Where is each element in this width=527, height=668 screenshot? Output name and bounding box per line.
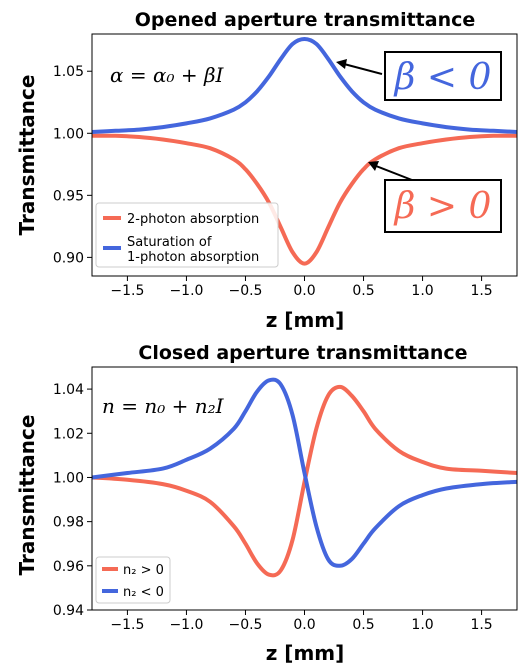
legend-label-saturation-line1: Saturation of — [127, 235, 212, 250]
beta-positive-arrowhead — [368, 161, 379, 171]
x-tick-label: −1.5 — [110, 617, 144, 633]
closed-aperture-equation: n = n₀ + n₂I — [102, 394, 225, 418]
beta-positive-arrow — [375, 165, 413, 181]
y-tick-label: 1.02 — [53, 426, 84, 442]
opened-aperture-xlabel: z [mm] — [266, 308, 345, 332]
x-tick-label: 1.0 — [411, 283, 433, 299]
opened-aperture-ylabel: Transmittance — [15, 75, 39, 236]
legend-label-n2-positive: n₂ > 0 — [123, 563, 164, 578]
x-tick-label: 0.5 — [352, 617, 374, 633]
opened-aperture-panel: Opened aperture transmittance −1.5 −1.0 −0… — [15, 9, 518, 332]
beta-negative-box — [384, 51, 502, 101]
y-tick-label: 1.00 — [53, 126, 84, 142]
y-tick-label: 0.90 — [53, 250, 84, 266]
x-tick-label: 1.5 — [470, 617, 492, 633]
y-tick-label: 1.05 — [53, 64, 84, 80]
y-tick-label: 0.95 — [53, 188, 84, 204]
closed-aperture-title: Closed aperture transmittance — [138, 342, 467, 364]
closed-aperture-panel: Closed aperture transmittance −1.5 −1.0 −0… — [15, 342, 518, 665]
x-tick-label: 1.0 — [411, 617, 433, 633]
two-photon-curve — [91, 133, 518, 266]
x-tick-label: 1.5 — [470, 283, 492, 299]
beta-negative-arrow — [343, 63, 383, 75]
legend-label-saturation-line2: 1-photon absorption — [127, 250, 259, 265]
opened-aperture-title: Opened aperture transmittance — [135, 9, 476, 31]
n2-negative-curve — [91, 377, 518, 568]
x-tick-label: −0.5 — [228, 283, 262, 299]
legend-label-two-photon: 2-photon absorption — [127, 212, 259, 227]
x-tick-label: −0.5 — [228, 617, 262, 633]
x-tick-label: 0.0 — [293, 617, 315, 633]
x-tick-label: 0.5 — [352, 283, 374, 299]
saturation-curve — [91, 37, 518, 134]
closed-aperture-legend: n₂ > 0 n₂ < 0 — [95, 556, 171, 604]
y-tick-label: 0.98 — [53, 515, 84, 531]
beta-positive-box — [384, 179, 502, 233]
opened-aperture-legend: 2-photon absorption Saturation of 1-phot… — [95, 202, 279, 268]
y-tick-label: 1.00 — [53, 470, 84, 486]
legend-label-n2-negative: n₂ < 0 — [123, 585, 164, 600]
beta-negative-label: β < 0 — [393, 57, 492, 98]
x-tick-label: 0.0 — [293, 283, 315, 299]
beta-positive-label: β > 0 — [393, 186, 492, 227]
y-tick-label: 0.96 — [53, 559, 84, 575]
beta-negative-arrowhead — [336, 59, 347, 69]
closed-aperture-ylabel: Transmittance — [15, 415, 39, 576]
closed-aperture-xlabel: z [mm] — [266, 641, 345, 665]
x-tick-label: −1.5 — [110, 283, 144, 299]
y-tick-label: 1.04 — [53, 382, 84, 398]
legend-frame — [95, 202, 279, 268]
x-tick-label: −1.0 — [169, 283, 203, 299]
x-tick-label: −1.0 — [169, 617, 203, 633]
y-tick-label: 0.94 — [53, 603, 84, 619]
opened-aperture-equation: α = α₀ + βI — [110, 63, 225, 87]
